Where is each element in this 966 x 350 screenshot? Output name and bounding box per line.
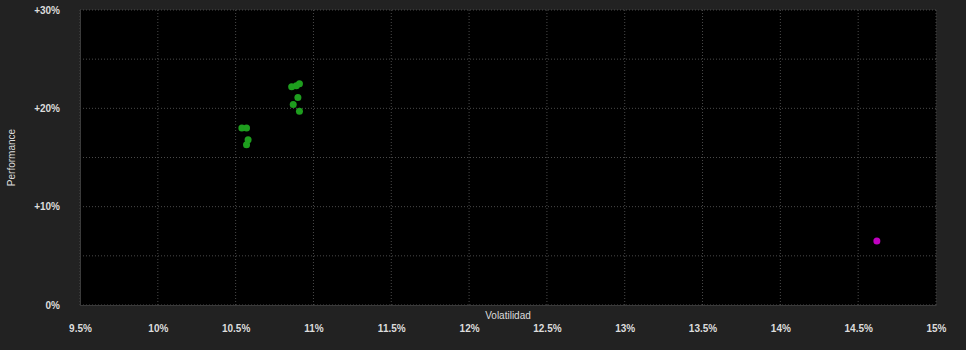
tick-label: 0% [46, 300, 61, 311]
tick-label: 13.5% [689, 323, 717, 334]
grid-line [80, 305, 936, 306]
y-axis-title: Performance [6, 128, 17, 186]
tick: 11.5% [378, 305, 406, 334]
plot: 9.5% 10% 10.5% 11% 11.5% 12% 12.5% 13% 13.5% 14% 1… [34, 5, 946, 334]
tick: 15% [926, 305, 946, 334]
grid-line [80, 108, 936, 109]
axis-line [80, 11, 81, 306]
y-axis: 0% +10% +20% +30% [34, 5, 80, 311]
tick: 10.5% [222, 305, 250, 334]
grid-line [80, 255, 936, 256]
grid-line [80, 59, 936, 60]
tick: 14.5% [845, 305, 873, 334]
tick: 12.5% [533, 305, 561, 334]
tick-label: 12.5% [533, 323, 561, 334]
tick: 13% [615, 305, 635, 334]
grid-line [624, 10, 625, 305]
point [294, 94, 301, 101]
grid-line [80, 157, 936, 158]
grid-line [80, 206, 936, 207]
tick-label: 14% [771, 323, 791, 334]
point [243, 141, 250, 148]
axis-line [81, 305, 937, 306]
point [290, 101, 297, 108]
tick: 0% [46, 300, 80, 311]
tick-label: 15% [926, 323, 946, 334]
point [296, 108, 303, 115]
tick-label: +20% [34, 103, 60, 114]
x-axis: 9.5% 10% 10.5% 11% 11.5% 12% 12.5% 13% 13.5% 14% 1… [69, 305, 947, 334]
tick: 9.5% [69, 305, 92, 334]
grid-line [391, 10, 392, 305]
tick: 14% [771, 305, 791, 334]
chart: 9.5% 10% 10.5% 11% 11.5% 12% 12.5% 13% 13.5% 14% 1… [0, 0, 966, 350]
tick: 12% [460, 305, 480, 334]
point [873, 238, 880, 245]
grid-line [80, 10, 936, 11]
point [296, 80, 303, 87]
tick: 11% [304, 305, 324, 334]
tick-label: 11.5% [378, 323, 406, 334]
tick: 10% [148, 305, 168, 334]
tick-label: 14.5% [845, 323, 873, 334]
point [243, 125, 250, 132]
tick: +10% [34, 201, 80, 212]
plot-area [80, 10, 936, 305]
x-axis-title: Volatilidad [485, 310, 531, 321]
points [238, 80, 880, 244]
grid-line [469, 10, 470, 305]
background [0, 0, 966, 350]
tick-label: 12% [460, 323, 480, 334]
grid-line [702, 10, 703, 305]
tick: +30% [34, 5, 80, 16]
tick-label: 10% [148, 323, 168, 334]
grid-line [235, 10, 236, 305]
tick-label: +10% [34, 201, 60, 212]
tick: 13.5% [689, 305, 717, 334]
tick-label: 10.5% [222, 323, 250, 334]
tick: +20% [34, 103, 80, 114]
grid-line [313, 10, 314, 305]
grid-line [546, 10, 547, 305]
tick-label: 11% [304, 323, 324, 334]
tick-label: 13% [615, 323, 635, 334]
tick-label: +30% [34, 5, 60, 16]
grid-line [780, 10, 781, 305]
grid [80, 10, 936, 305]
tick-label: 9.5% [69, 323, 92, 334]
grid-line [80, 10, 81, 305]
